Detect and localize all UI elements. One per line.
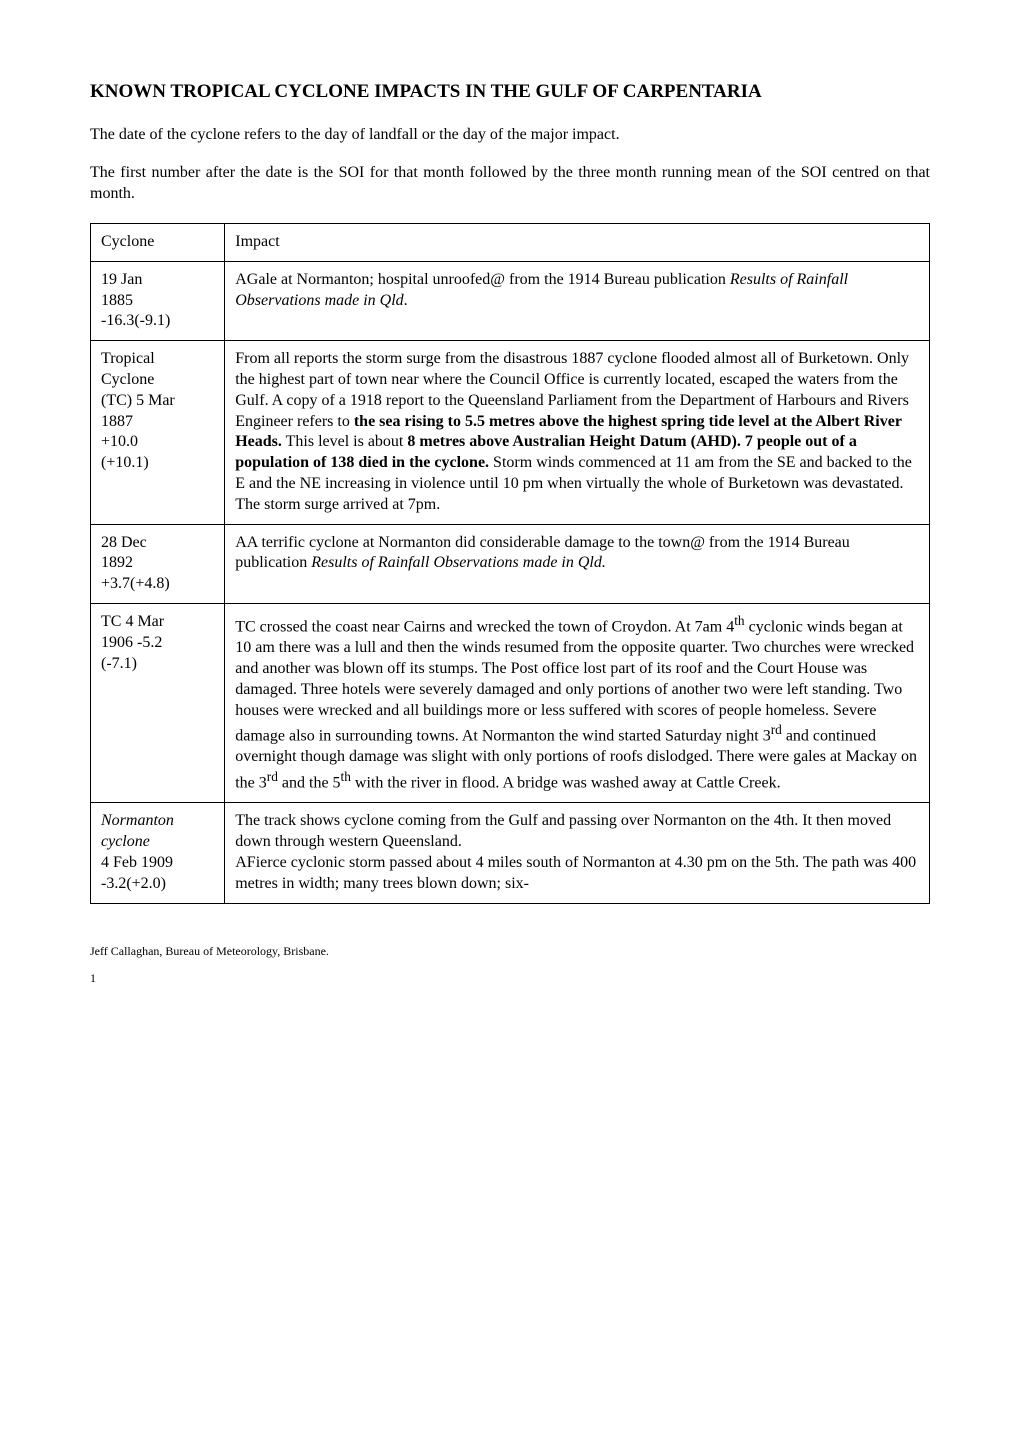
table-row: TropicalCyclone(TC) 5 Mar1887+10.0(+10.1…	[91, 341, 930, 524]
header-col-impact: Impact	[225, 224, 930, 262]
impact-cell: AA terrific cyclone at Normanton did con…	[225, 524, 930, 603]
cyclone-impacts-table: Cyclone Impact 19 Jan1885-16.3(-9.1) AGa…	[90, 223, 930, 904]
table-header-row: Cyclone Impact	[91, 224, 930, 262]
footer-attribution: Jeff Callaghan, Bureau of Meteorology, B…	[90, 944, 930, 960]
impact-cell: From all reports the storm surge from th…	[225, 341, 930, 524]
impact-cell: TC crossed the coast near Cairns and wre…	[225, 604, 930, 803]
table-row: 19 Jan1885-16.3(-9.1) AGale at Normanton…	[91, 261, 930, 340]
page-number: 1	[90, 971, 930, 987]
intro-paragraph-2: The first number after the date is the S…	[90, 163, 930, 205]
cyclone-cell: Normantoncyclone4 Feb 1909-3.2(+2.0)	[91, 803, 225, 903]
intro-paragraph-1: The date of the cyclone refers to the da…	[90, 125, 930, 146]
table-row: 28 Dec1892+3.7(+4.8) AA terrific cyclone…	[91, 524, 930, 603]
cyclone-cell: 28 Dec1892+3.7(+4.8)	[91, 524, 225, 603]
impact-cell: AGale at Normanton; hospital unroofed@ f…	[225, 261, 930, 340]
cyclone-cell: TC 4 Mar1906 -5.2(-7.1)	[91, 604, 225, 803]
page-title: KNOWN TROPICAL CYCLONE IMPACTS IN THE GU…	[90, 80, 930, 105]
cyclone-cell: TropicalCyclone(TC) 5 Mar1887+10.0(+10.1…	[91, 341, 225, 524]
table-row: TC 4 Mar1906 -5.2(-7.1) TC crossed the c…	[91, 604, 930, 803]
impact-cell: The track shows cyclone coming from the …	[225, 803, 930, 903]
header-col-cyclone: Cyclone	[91, 224, 225, 262]
cyclone-cell: 19 Jan1885-16.3(-9.1)	[91, 261, 225, 340]
table-row: Normantoncyclone4 Feb 1909-3.2(+2.0) The…	[91, 803, 930, 903]
